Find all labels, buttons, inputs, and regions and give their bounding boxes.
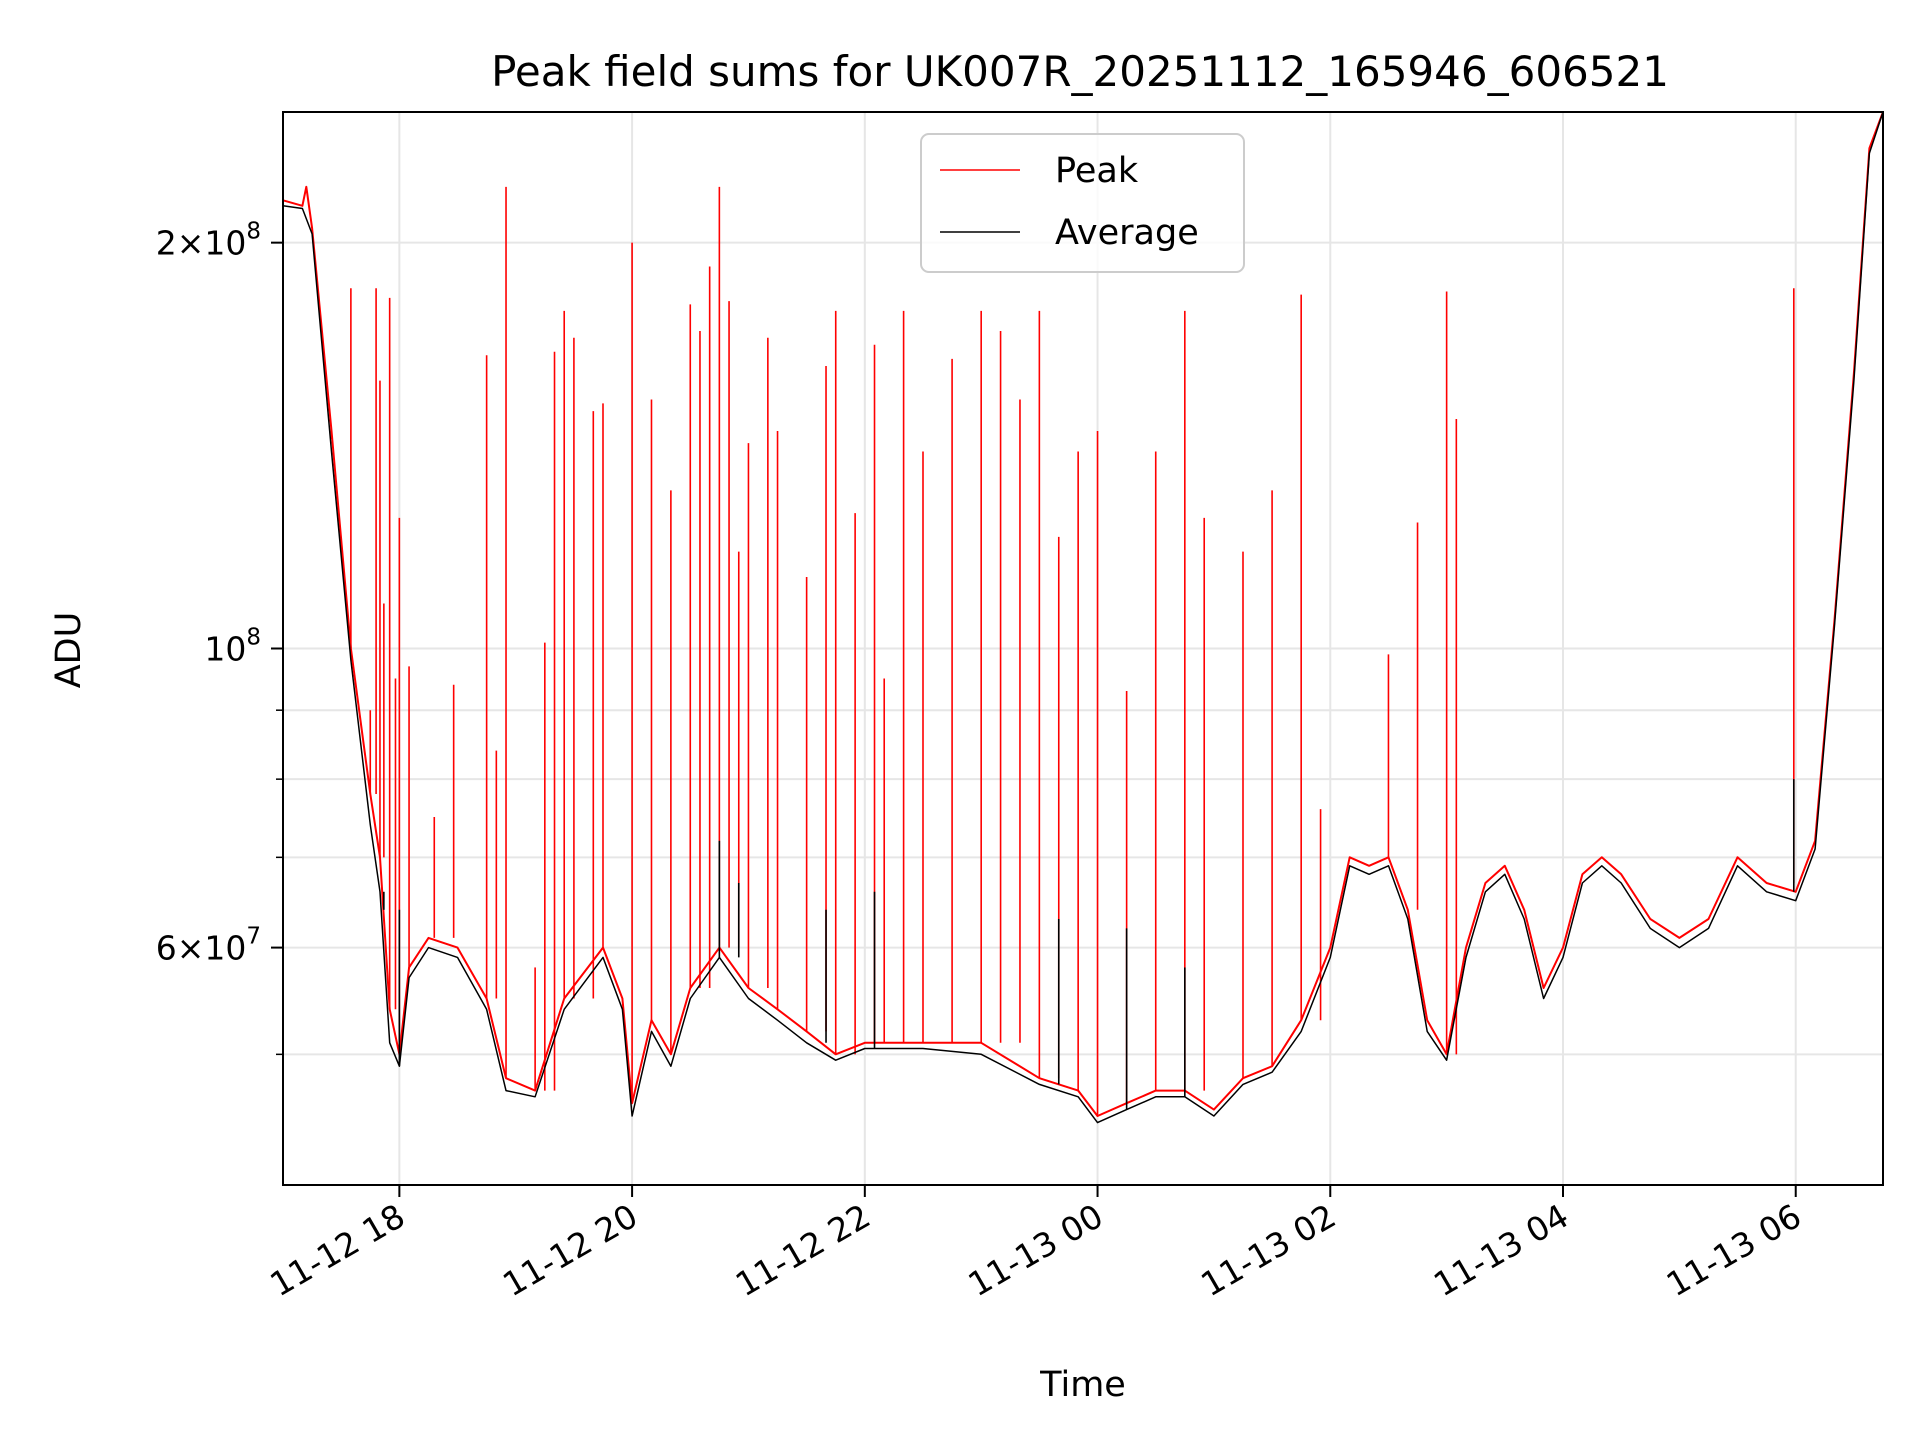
legend-label-peak: Peak <box>1055 151 1139 191</box>
series-line-average <box>282 111 1884 1124</box>
legend-box <box>920 133 1245 273</box>
series-layer <box>282 111 1884 1124</box>
y-axis: 2×108 108 6×107 <box>156 219 283 1056</box>
series-average <box>282 111 1884 1124</box>
y-tick-label: 108 <box>204 625 261 669</box>
series-line-peak <box>282 111 1884 1117</box>
y-tick-label: 6×107 <box>156 924 261 968</box>
series-peak <box>282 111 1884 1117</box>
legend: Peak Average <box>920 133 1245 273</box>
chart-title: Peak field sums for UK007R_20251112_1659… <box>491 47 1669 96</box>
x-axis-label: Time <box>1039 1365 1126 1405</box>
legend-label-average: Average <box>1055 213 1199 253</box>
y-tick-label: 2×108 <box>156 219 261 263</box>
y-axis-label: ADU <box>49 612 89 689</box>
